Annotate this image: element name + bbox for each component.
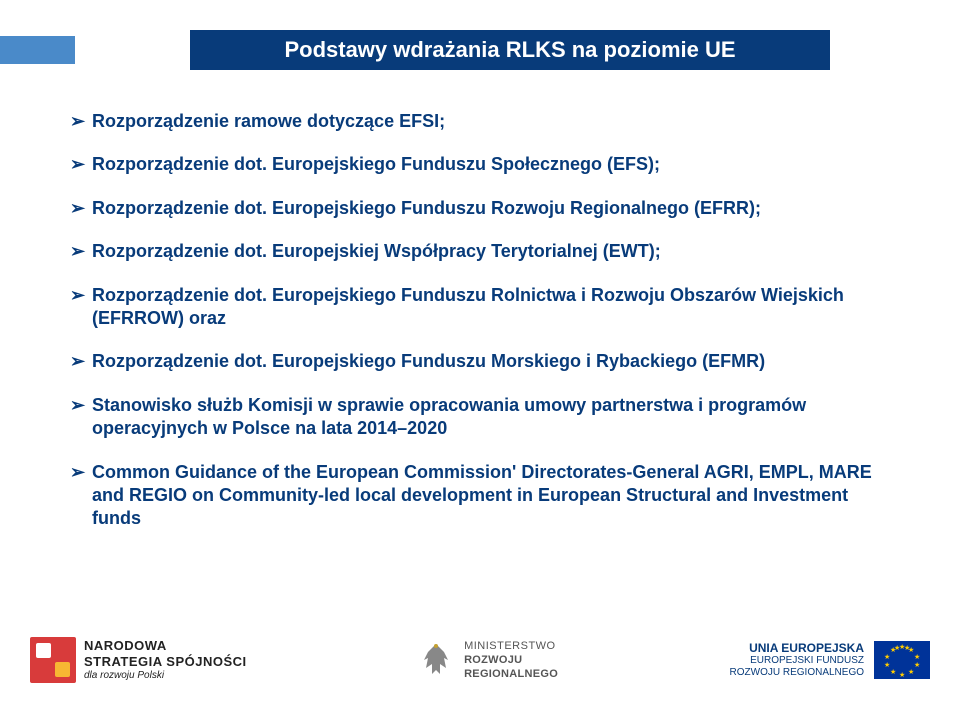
eu-line2: EUROPEJSKI FUNDUSZ	[730, 655, 864, 667]
list-item: ➢ Common Guidance of the European Commis…	[70, 461, 900, 531]
nss-line3: dla rozwoju Polski	[84, 670, 247, 682]
bullet-text: Rozporządzenie dot. Europejskiego Fundus…	[92, 284, 900, 331]
list-item: ➢ Rozporządzenie dot. Europejskiego Fund…	[70, 350, 900, 373]
ministry-line2: ROZWOJU	[464, 653, 558, 667]
bullet-text: Rozporządzenie dot. Europejskiego Fundus…	[92, 153, 900, 176]
arrow-icon: ➢	[70, 284, 92, 307]
eu-line3: ROZWOJU REGIONALNEGO	[730, 667, 864, 679]
bullet-text: Rozporządzenie dot. Europejskiej Współpr…	[92, 240, 900, 263]
ministry-line3: REGIONALNEGO	[464, 667, 558, 681]
bullet-text: Rozporządzenie dot. Europejskiego Fundus…	[92, 197, 900, 220]
list-item: ➢ Rozporządzenie dot. Europejskiego Fund…	[70, 153, 900, 176]
eu-flag-icon: ★ ★ ★ ★ ★ ★ ★ ★ ★ ★ ★ ★	[874, 641, 930, 679]
logo-eu: UNIA EUROPEJSKA EUROPEJSKI FUNDUSZ ROZWO…	[730, 641, 930, 679]
arrow-icon: ➢	[70, 240, 92, 263]
title-accent	[0, 36, 75, 64]
ministry-text: MINISTERSTWO ROZWOJU REGIONALNEGO	[464, 639, 558, 682]
title-bar: Podstawy wdrażania RLKS na poziomie UE	[0, 30, 960, 70]
arrow-icon: ➢	[70, 197, 92, 220]
list-item: ➢ Rozporządzenie dot. Europejskiej Współ…	[70, 240, 900, 263]
footer: NARODOWA STRATEGIA SPÓJNOŚCI dla rozwoju…	[30, 620, 930, 700]
arrow-icon: ➢	[70, 153, 92, 176]
bullet-text: Rozporządzenie ramowe dotyczące EFSI;	[92, 110, 900, 133]
eu-line1: UNIA EUROPEJSKA	[730, 641, 864, 655]
logo-ministry: MINISTERSTWO ROZWOJU REGIONALNEGO	[418, 639, 558, 682]
bullet-list: ➢ Rozporządzenie ramowe dotyczące EFSI; …	[70, 110, 900, 551]
ministry-line1: MINISTERSTWO	[464, 639, 558, 653]
nss-line2: STRATEGIA SPÓJNOŚCI	[84, 654, 247, 670]
logo-nss: NARODOWA STRATEGIA SPÓJNOŚCI dla rozwoju…	[30, 637, 247, 683]
arrow-icon: ➢	[70, 110, 92, 133]
bullet-text: Rozporządzenie dot. Europejskiego Fundus…	[92, 350, 900, 373]
list-item: ➢ Rozporządzenie ramowe dotyczące EFSI;	[70, 110, 900, 133]
eagle-icon	[418, 640, 454, 680]
list-item: ➢ Rozporządzenie dot. Europejskiego Fund…	[70, 197, 900, 220]
nss-line1: NARODOWA	[84, 638, 247, 654]
arrow-icon: ➢	[70, 461, 92, 484]
bullet-text: Common Guidance of the European Commissi…	[92, 461, 900, 531]
eu-text: UNIA EUROPEJSKA EUROPEJSKI FUNDUSZ ROZWO…	[730, 641, 864, 679]
list-item: ➢ Rozporządzenie dot. Europejskiego Fund…	[70, 284, 900, 331]
nss-icon	[30, 637, 76, 683]
page-title: Podstawy wdrażania RLKS na poziomie UE	[190, 30, 830, 70]
arrow-icon: ➢	[70, 350, 92, 373]
list-item: ➢ Stanowisko służb Komisji w sprawie opr…	[70, 394, 900, 441]
bullet-text: Stanowisko służb Komisji w sprawie oprac…	[92, 394, 900, 441]
nss-text: NARODOWA STRATEGIA SPÓJNOŚCI dla rozwoju…	[84, 638, 247, 681]
arrow-icon: ➢	[70, 394, 92, 417]
